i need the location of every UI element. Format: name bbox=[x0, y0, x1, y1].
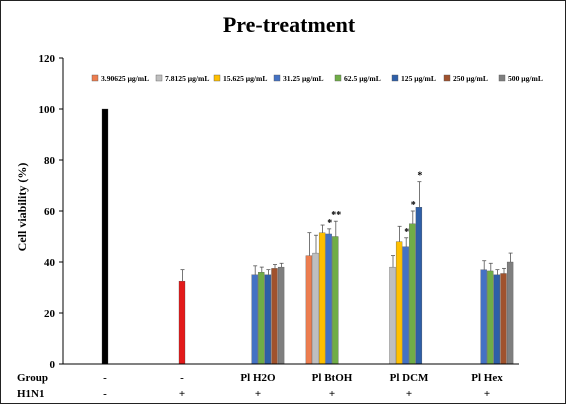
legend-label: 15.625 μg/mL bbox=[223, 74, 267, 83]
legend-swatch bbox=[443, 74, 451, 82]
bar bbox=[402, 246, 409, 365]
bar-group: *** bbox=[305, 210, 341, 365]
h1n1-label: + bbox=[255, 388, 261, 400]
bar bbox=[101, 108, 109, 365]
legend-label: 7.8125 μg/mL bbox=[165, 74, 209, 83]
h1n1-label: + bbox=[406, 388, 412, 400]
legend-entry: 62.5 μg/mL bbox=[334, 74, 381, 83]
chart-legend: 3.90625 μg/mL 7.8125 μg/mL 15.625 μg/mL 31.… bbox=[91, 74, 543, 83]
bar-series: ****** bbox=[101, 108, 514, 365]
bar bbox=[325, 233, 332, 365]
bar bbox=[409, 223, 416, 365]
bar-group bbox=[480, 252, 514, 365]
y-tick-label: 0 bbox=[50, 359, 56, 371]
legend-swatch bbox=[155, 74, 163, 82]
significance-mark: * bbox=[417, 171, 422, 182]
legend-entry: 15.625 μg/mL bbox=[213, 74, 267, 83]
legend-swatch bbox=[334, 74, 342, 82]
group-label: Pl Hex bbox=[471, 372, 503, 384]
chart-title: Pre-treatment bbox=[223, 12, 356, 37]
significance-mark: ** bbox=[331, 210, 341, 221]
bar-group bbox=[251, 262, 285, 365]
group-label: Pl DCM bbox=[390, 372, 429, 384]
bar bbox=[277, 266, 285, 365]
h1n1-label: - bbox=[103, 388, 107, 400]
bar bbox=[389, 266, 396, 365]
legend-entry: 7.8125 μg/mL bbox=[155, 74, 209, 83]
legend-swatch bbox=[213, 74, 221, 82]
h1n1-label: + bbox=[179, 388, 185, 400]
bar bbox=[506, 261, 514, 365]
legend-swatch bbox=[273, 74, 281, 82]
significance-mark: * bbox=[327, 218, 332, 229]
y-axis-label: Cell viability (%) bbox=[15, 163, 29, 252]
bar bbox=[258, 272, 265, 365]
y-axis-ticks: 0 20 40 60 80 100 120 bbox=[39, 53, 63, 371]
y-tick-label: 80 bbox=[44, 155, 56, 167]
bar bbox=[312, 252, 319, 365]
significance-mark: * bbox=[411, 200, 416, 211]
legend-label: 250 μg/mL bbox=[453, 74, 488, 83]
legend-entry: 500 μg/mL bbox=[498, 74, 543, 83]
bar bbox=[305, 255, 313, 365]
legend-label: 125 μg/mL bbox=[401, 74, 436, 83]
y-tick-label: 100 bbox=[39, 104, 56, 116]
significance-mark: * bbox=[404, 227, 409, 238]
row-label-group: Group bbox=[17, 372, 48, 384]
bar bbox=[493, 274, 501, 365]
legend-entry: 125 μg/mL bbox=[391, 74, 436, 83]
legend-swatch bbox=[498, 74, 506, 82]
bar bbox=[264, 274, 272, 365]
legend-swatch bbox=[91, 74, 99, 82]
legend-label: 500 μg/mL bbox=[508, 74, 543, 83]
y-tick-label: 120 bbox=[39, 53, 56, 65]
bar bbox=[271, 268, 278, 365]
bar bbox=[251, 274, 258, 365]
legend-label: 3.90625 μg/mL bbox=[101, 74, 149, 83]
row-label-h1n1: H1N1 bbox=[17, 388, 45, 400]
legend-swatch bbox=[391, 74, 399, 82]
bar-group bbox=[101, 108, 109, 365]
h1n1-label: + bbox=[329, 388, 335, 400]
group-label: - bbox=[180, 372, 184, 384]
y-tick-label: 60 bbox=[44, 206, 56, 218]
bar bbox=[415, 207, 423, 365]
y-tick-label: 20 bbox=[44, 308, 56, 320]
bar bbox=[480, 269, 487, 365]
bar bbox=[318, 232, 326, 365]
bar bbox=[395, 241, 403, 365]
x-axis-group-labels: - - - + Pl H2O + Pl BtOH + Pl DCM + Pl Hex + bbox=[103, 372, 503, 400]
group-label: Pl H2O bbox=[240, 372, 276, 384]
bar bbox=[500, 273, 507, 365]
legend-entry: 3.90625 μg/mL bbox=[91, 74, 149, 83]
bar-group: * * * bbox=[389, 171, 423, 365]
bar bbox=[332, 236, 339, 365]
legend-entry: 31.25 μg/mL bbox=[273, 74, 324, 83]
bar bbox=[487, 270, 494, 365]
bar-group bbox=[178, 269, 186, 365]
group-label: Pl BtOH bbox=[312, 372, 353, 384]
group-label: - bbox=[103, 372, 107, 384]
legend-label: 62.5 μg/mL bbox=[344, 74, 381, 83]
bar bbox=[178, 280, 186, 365]
h1n1-label: + bbox=[484, 388, 490, 400]
legend-entry: 250 μg/mL bbox=[443, 74, 488, 83]
legend-label: 31.25 μg/mL bbox=[283, 74, 324, 83]
y-tick-label: 40 bbox=[44, 257, 56, 269]
